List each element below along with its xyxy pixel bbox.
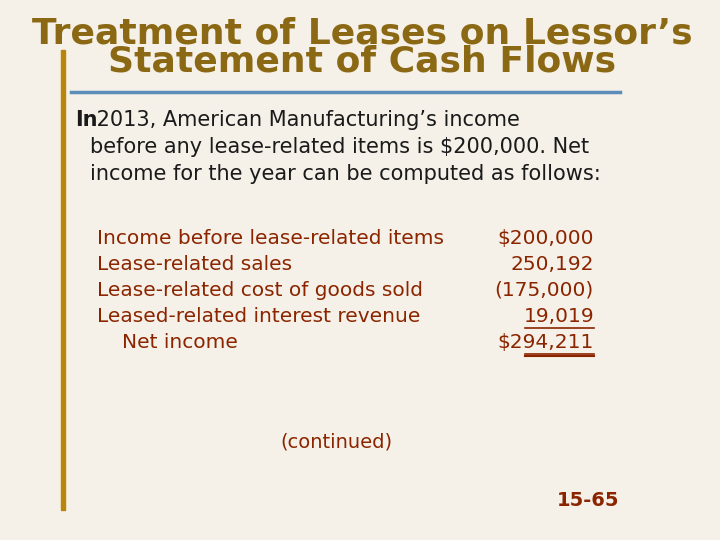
Text: 15-65: 15-65	[557, 491, 620, 510]
Text: (continued): (continued)	[281, 433, 393, 452]
Text: 250,192: 250,192	[510, 255, 594, 274]
Text: Lease-related cost of goods sold: Lease-related cost of goods sold	[96, 281, 423, 300]
Text: Leased-related interest revenue: Leased-related interest revenue	[96, 307, 420, 326]
Text: 2013, American Manufacturing’s income
before any lease-related items is $200,000: 2013, American Manufacturing’s income be…	[90, 110, 600, 184]
Text: In: In	[75, 110, 98, 130]
Text: (175,000): (175,000)	[495, 281, 594, 300]
Text: Income before lease-related items: Income before lease-related items	[96, 229, 444, 248]
Text: Net income: Net income	[122, 333, 238, 352]
Text: $200,000: $200,000	[498, 229, 594, 248]
Text: $294,211: $294,211	[498, 333, 594, 352]
Text: Lease-related sales: Lease-related sales	[96, 255, 292, 274]
Bar	[60, 50, 65, 510]
Text: Statement of Cash Flows: Statement of Cash Flows	[109, 44, 616, 78]
Text: 19,019: 19,019	[523, 307, 594, 326]
Text: Treatment of Leases on Lessor’s: Treatment of Leases on Lessor’s	[32, 16, 693, 50]
